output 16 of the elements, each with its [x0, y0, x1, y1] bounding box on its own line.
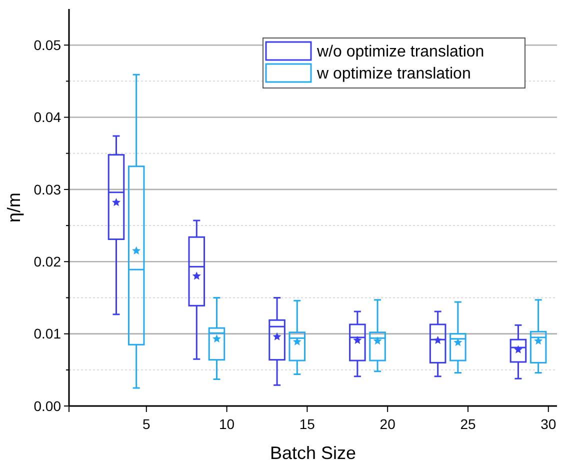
legend-label: w optimize translation: [316, 66, 471, 83]
x-axis-title: Batch Size: [270, 443, 356, 463]
x-tick-label: 15: [299, 416, 316, 432]
x-tick-label: 20: [380, 416, 396, 432]
x-tick-label: 30: [540, 416, 556, 432]
x-tick-label: 10: [219, 416, 235, 432]
y-tick-label: 0.04: [34, 109, 62, 126]
y-tick-label: 0.02: [34, 254, 62, 270]
y-tick-label: 0.05: [34, 36, 62, 53]
y-tick-label: 0.01: [34, 326, 62, 342]
x-tick-label: 25: [460, 416, 476, 432]
y-tick-label: 0.00: [34, 398, 62, 414]
x-tick-label: 5: [142, 416, 150, 432]
y-axis-title: η/m: [4, 192, 24, 223]
legend-label: w/o optimize translation: [316, 44, 484, 61]
y-tick-label: 0.03: [34, 181, 62, 198]
